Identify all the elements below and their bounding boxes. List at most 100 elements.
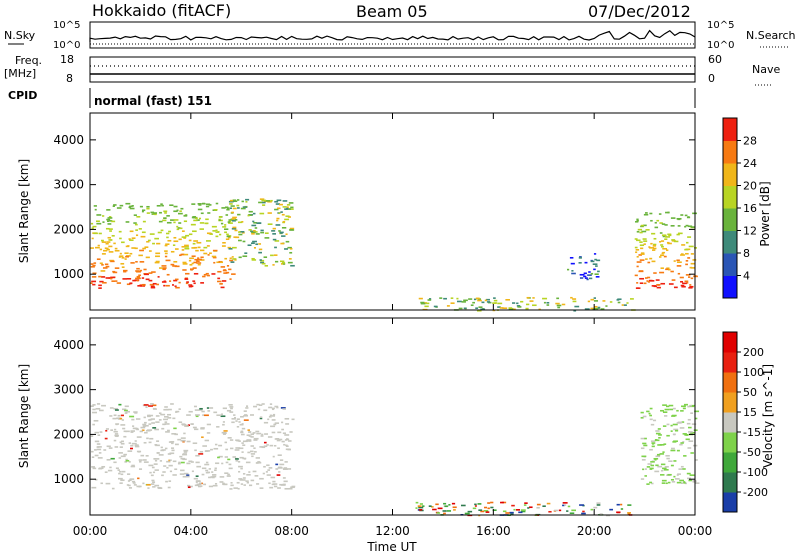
echo-cell: [226, 409, 232, 412]
echo-cell: [229, 488, 233, 490]
echo-cell: [280, 407, 286, 409]
echo-cell: [253, 247, 256, 249]
echo-cell: [690, 262, 695, 265]
echo-cell: [220, 282, 223, 285]
echo-cell: [150, 285, 155, 288]
echo-cell: [510, 513, 514, 516]
echo-cell: [200, 212, 204, 215]
echo-cell: [188, 239, 192, 242]
echo-cell: [101, 215, 105, 217]
echo-cell: [162, 267, 167, 269]
echo-cell: [142, 459, 147, 461]
echo-cell: [175, 410, 180, 413]
echo-cell: [616, 511, 621, 514]
echo-cell: [513, 508, 516, 511]
echo-cell: [251, 259, 257, 261]
x-tick-label: 00:00: [73, 524, 108, 538]
echo-cell: [497, 306, 501, 308]
echo-cell: [113, 461, 117, 464]
velocity-ylabel: Slant Range [km]: [17, 364, 31, 468]
echo-cell: [106, 459, 111, 461]
echo-cell: [223, 272, 228, 274]
echo-cell: [103, 449, 107, 451]
echo-cell: [602, 300, 606, 302]
echo-cell: [106, 445, 111, 448]
echo-cell: [173, 260, 178, 263]
echo-cell: [188, 285, 193, 288]
echo-cell: [694, 410, 700, 413]
echo-cell: [183, 432, 186, 435]
echo-cell: [123, 430, 127, 433]
echo-cell: [181, 245, 186, 248]
echo-cell: [237, 207, 240, 209]
echo-cell: [248, 435, 252, 437]
colorbar-swatch: [723, 208, 737, 231]
echo-cell: [228, 404, 233, 406]
echo-cell: [536, 506, 540, 509]
echo-cell: [288, 208, 294, 210]
echo-cell: [278, 471, 281, 473]
echo-cell: [670, 430, 673, 432]
echo-cell: [151, 466, 155, 469]
colorbar-swatch: [723, 412, 737, 433]
echo-cell: [195, 480, 201, 482]
echo-cell: [634, 274, 638, 277]
echo-cell: [639, 231, 643, 234]
echo-cell: [91, 227, 94, 230]
echo-cell: [661, 479, 667, 482]
echo-cell: [110, 239, 113, 241]
echo-cell: [665, 236, 670, 238]
nave-tick-high: 60: [708, 53, 722, 66]
echo-cell: [456, 297, 459, 300]
echo-cell: [145, 406, 148, 409]
echo-cell: [581, 512, 586, 515]
echo-cell: [234, 219, 238, 221]
colorbar-swatch: [723, 432, 737, 453]
echo-cell: [649, 212, 653, 215]
echo-cell: [277, 431, 282, 434]
echo-cell: [109, 466, 112, 469]
echo-cell: [681, 244, 686, 246]
echo-cell: [200, 249, 205, 252]
echo-cell: [478, 509, 483, 511]
echo-cell: [261, 433, 264, 436]
echo-cell: [183, 472, 189, 475]
echo-cell: [287, 261, 293, 264]
echo-cell: [152, 407, 156, 410]
echo-cell: [227, 221, 231, 223]
echo-cell: [211, 273, 216, 275]
echo-cell: [132, 279, 136, 282]
echo-cell: [125, 410, 130, 413]
echo-cell: [592, 263, 598, 265]
echo-cell: [475, 297, 480, 300]
echo-cell: [688, 431, 693, 433]
echo-cell: [257, 461, 261, 463]
echo-cell: [463, 299, 468, 302]
echo-cell: [200, 256, 204, 259]
echo-cell: [114, 428, 117, 431]
echo-cell: [680, 284, 685, 287]
echo-cell: [150, 211, 155, 214]
echo-cell: [525, 303, 530, 306]
echo-cell: [271, 415, 276, 417]
echo-cell: [194, 449, 197, 452]
echo-cell: [151, 271, 156, 273]
echo-cell: [660, 409, 664, 412]
echo-cell: [101, 465, 106, 468]
echo-cell: [655, 464, 659, 467]
echo-cell: [142, 482, 145, 485]
echo-cell: [195, 475, 199, 478]
echo-cell: [209, 233, 213, 235]
echo-cell: [239, 231, 245, 233]
echo-cell: [448, 504, 451, 506]
echo-cell: [246, 434, 250, 437]
echo-cell: [173, 427, 177, 430]
echo-cell: [108, 220, 113, 222]
echo-cell: [595, 265, 598, 267]
echo-cell: [241, 451, 244, 453]
echo-cell: [156, 452, 160, 454]
echo-cell: [579, 277, 584, 279]
echo-cell: [150, 483, 155, 485]
echo-cell: [148, 414, 154, 417]
echo-cell: [272, 227, 276, 230]
